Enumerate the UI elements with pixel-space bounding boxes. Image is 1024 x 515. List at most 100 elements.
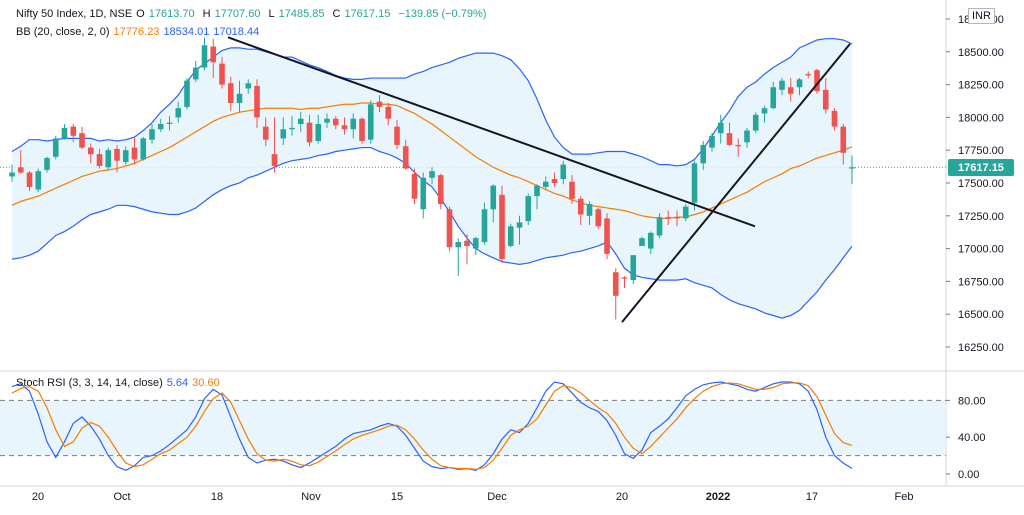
candle-body: [44, 158, 50, 170]
candle-body: [735, 144, 742, 147]
stoch-k-value: 5.64: [166, 377, 189, 389]
candle-body: [569, 181, 575, 199]
low-key: L: [268, 8, 275, 20]
bb-lower-line: [11, 146, 853, 319]
candle-body: [149, 129, 155, 140]
candle-body: [744, 130, 750, 143]
candle-body: [359, 118, 365, 142]
last-price-badge: 17617.15: [948, 159, 1014, 176]
stoch-tick-label: 40.00: [958, 432, 986, 444]
candle-body: [262, 126, 269, 140]
candle-body: [306, 122, 313, 143]
candle-body: [499, 194, 505, 260]
candle-body: [245, 83, 252, 89]
price-tick-label: 17000.00: [958, 244, 1004, 256]
stoch-tick-label: 80.00: [958, 395, 986, 407]
candle-body: [376, 101, 383, 107]
candle-body: [227, 83, 234, 103]
candle-body: [796, 79, 803, 88]
candle-body: [691, 163, 698, 203]
candle-body: [481, 209, 488, 243]
candle-body: [534, 185, 540, 197]
candle-body: [332, 118, 339, 126]
candle-body: [52, 138, 59, 157]
candle-body: [472, 238, 479, 249]
low-value: 17485.85: [278, 8, 325, 20]
price-tick-label: 17750.00: [958, 145, 1004, 157]
candle-body: [219, 63, 225, 85]
time-tick-label: Nov: [301, 491, 321, 503]
candle-body: [682, 206, 689, 219]
bb-basis-value: 17776.23: [113, 26, 160, 38]
candle-body: [201, 45, 208, 68]
time-tick-label: 2022: [706, 491, 730, 503]
candle-body: [70, 126, 77, 136]
currency-badge: INR: [968, 8, 995, 24]
trendline-descending: [227, 36, 756, 228]
candle-body: [35, 171, 42, 190]
bb-lower-value: 17018.44: [213, 26, 260, 38]
candle-body: [254, 85, 260, 118]
candle-body: [271, 154, 278, 166]
stoch-label: Stoch RSI (3, 3, 14, 14, close): [16, 377, 163, 389]
candle-body: [525, 196, 532, 222]
candle-body: [297, 118, 304, 124]
candle-body: [595, 209, 602, 227]
candle-body: [455, 242, 462, 248]
candle-body: [61, 127, 68, 139]
time-tick-label: 18: [211, 491, 223, 503]
candle-body: [140, 138, 147, 160]
candle-body: [674, 217, 680, 219]
open-value: 17613.70: [148, 8, 195, 20]
candle-body: [639, 238, 645, 246]
candle-body: [621, 277, 628, 279]
candle-body: [192, 67, 199, 80]
bb-basis-line: [11, 102, 853, 220]
candle-body: [411, 173, 418, 199]
candle-body: [814, 70, 820, 92]
candle-body: [490, 185, 497, 210]
high-value: 17707.60: [214, 8, 261, 20]
ohlc-legend: Nifty 50 Index, 1D, NSE O 17613.70 H 17707…: [16, 8, 490, 20]
candle-body: [350, 118, 357, 130]
candle-body: [341, 125, 348, 130]
price-tick-label: 17250.00: [958, 211, 1004, 223]
candle-body: [26, 172, 33, 187]
time-tick-label: 20: [616, 491, 628, 503]
time-tick-label: 15: [391, 491, 403, 503]
candle-body: [402, 146, 409, 169]
candle-body: [840, 126, 847, 153]
time-tick-label: Feb: [895, 491, 914, 503]
candle-body: [647, 232, 654, 249]
candle-body: [577, 198, 584, 215]
candle-body: [105, 150, 112, 168]
symbol-title: Nifty 50 Index, 1D, NSE: [16, 8, 133, 20]
candle-body: [122, 150, 129, 163]
candle-body: [367, 104, 374, 140]
close-key: C: [332, 8, 341, 20]
time-tick-label: 20: [32, 491, 44, 503]
stoch-tick-label: 0.00: [958, 469, 979, 481]
candle-body: [166, 122, 173, 124]
stoch-legend: Stoch RSI (3, 3, 14, 14, close) 5.64 30.…: [16, 377, 224, 389]
candle-body: [507, 226, 514, 246]
candle-body: [157, 123, 164, 130]
time-tick-label: Oct: [113, 491, 130, 503]
time-tick-label: Dec: [487, 491, 507, 503]
close-value: 17617.15: [344, 8, 391, 20]
bb-legend: BB (20, close, 2, 0) 17776.23 18534.01 1…: [16, 26, 263, 38]
candle-body: [831, 110, 838, 127]
time-tick-label: 17: [806, 491, 818, 503]
candle-body: [385, 106, 392, 119]
price-tick-label: 17500.00: [958, 178, 1004, 190]
candle-body: [17, 167, 24, 173]
bb-label: BB (20, close, 2, 0): [16, 26, 110, 38]
candle-body: [446, 209, 453, 248]
candle-body: [787, 87, 794, 94]
stoch-d-value: 30.60: [192, 377, 220, 389]
candle-body: [822, 89, 829, 110]
candle-body: [131, 147, 138, 160]
candle-body: [726, 133, 733, 145]
